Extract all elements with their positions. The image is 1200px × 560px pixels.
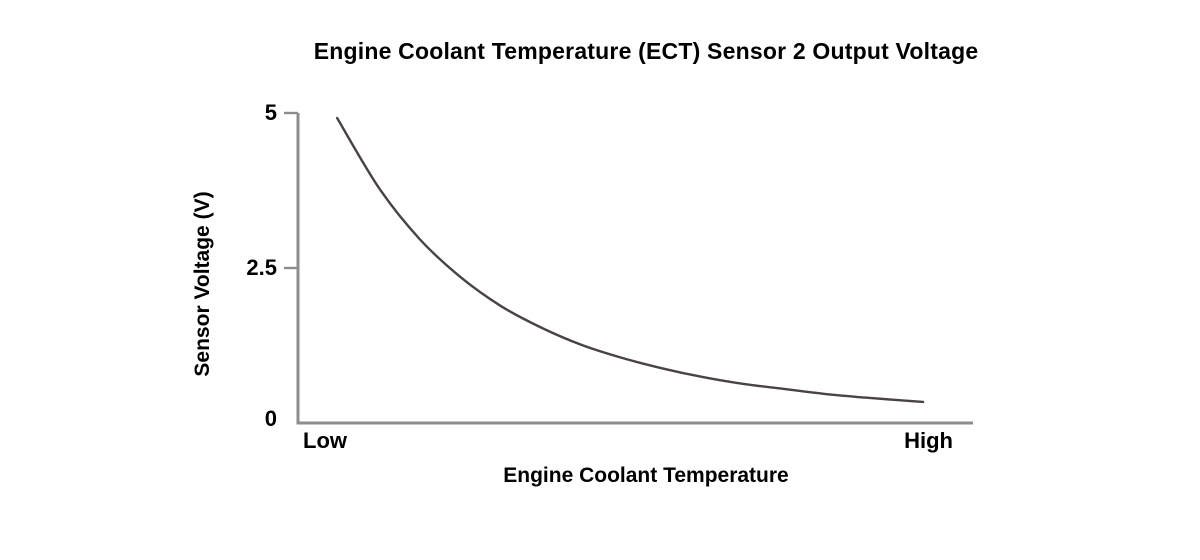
y-tick-label-0: 0 [264, 406, 277, 431]
x-axis-min-label: Low [303, 428, 347, 453]
axis-lines [296, 113, 973, 425]
y-tick-marks [284, 111, 298, 270]
x-axis-max-label: High [904, 428, 953, 453]
y-tick-label-5: 5 [264, 100, 277, 125]
chart-title: Engine Coolant Temperature (ECT) Sensor … [313, 38, 979, 64]
y-tick-label-2-5: 2.5 [246, 255, 277, 280]
x-axis-title: Engine Coolant Temperature [503, 464, 789, 487]
ect-voltage-curve [335, 116, 925, 404]
